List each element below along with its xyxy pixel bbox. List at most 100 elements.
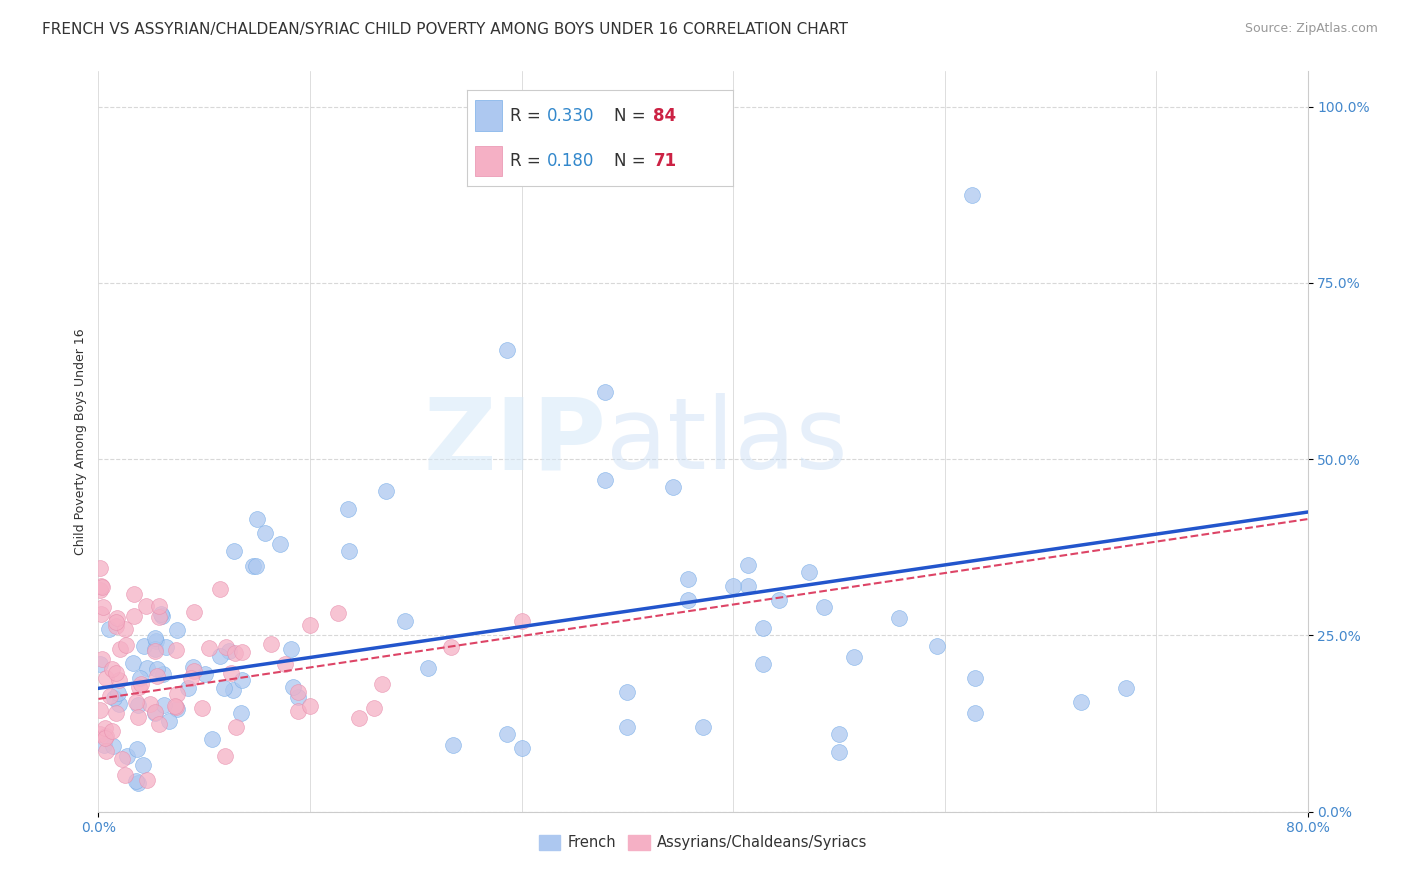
Point	[269, 537, 291, 551]
Point	[122, 608, 145, 623]
Point	[231, 673, 253, 688]
Point	[183, 605, 205, 619]
Point	[166, 687, 188, 701]
Point	[363, 701, 385, 715]
Point	[129, 671, 152, 685]
Point	[128, 680, 150, 694]
Point	[183, 664, 205, 678]
Point	[692, 720, 714, 734]
Point	[231, 645, 253, 659]
Point	[93, 738, 115, 752]
Point	[661, 480, 683, 494]
Point	[110, 752, 132, 766]
Point	[245, 559, 267, 574]
Point	[125, 773, 148, 788]
Point	[194, 667, 217, 681]
Point	[752, 621, 775, 635]
Point	[337, 544, 360, 558]
Point	[89, 561, 111, 575]
Point	[165, 699, 187, 714]
Point	[105, 611, 128, 625]
Point	[148, 717, 170, 731]
Text: FRENCH VS ASSYRIAN/CHALDEAN/SYRIAC CHILD POVERTY AMONG BOYS UNDER 16 CORRELATION: FRENCH VS ASSYRIAN/CHALDEAN/SYRIAC CHILD…	[42, 22, 848, 37]
Point	[103, 739, 125, 753]
Point	[495, 727, 517, 741]
Point	[105, 619, 128, 633]
Y-axis label: Child Poverty Among Boys Under 16: Child Poverty Among Boys Under 16	[75, 328, 87, 555]
Point	[127, 775, 149, 789]
Point	[299, 618, 322, 632]
Text: atlas: atlas	[606, 393, 848, 490]
Point	[177, 681, 200, 696]
Point	[593, 473, 616, 487]
Point	[813, 600, 835, 615]
Point	[166, 623, 188, 637]
Point	[209, 582, 232, 596]
Point	[114, 622, 136, 636]
Point	[260, 637, 283, 651]
Point	[416, 661, 439, 675]
Point	[89, 727, 111, 741]
Point	[283, 681, 305, 695]
Point	[593, 385, 616, 400]
Point	[146, 669, 169, 683]
Point	[440, 640, 463, 654]
Point	[828, 745, 851, 759]
Point	[224, 646, 246, 660]
Point	[616, 685, 638, 699]
Point	[90, 580, 112, 594]
Point	[93, 721, 115, 735]
Point	[723, 579, 745, 593]
Point	[394, 614, 416, 628]
Point	[125, 695, 148, 709]
Point	[844, 649, 866, 664]
Point	[676, 593, 699, 607]
Point	[104, 665, 127, 680]
Point	[965, 706, 987, 720]
Point	[676, 572, 699, 586]
Point	[965, 671, 987, 685]
Point	[287, 704, 309, 718]
Point	[927, 639, 949, 653]
Point	[737, 558, 759, 572]
Point	[114, 638, 136, 652]
Point	[101, 662, 124, 676]
Point	[145, 633, 167, 648]
Point	[752, 657, 775, 671]
Point	[828, 727, 851, 741]
Point	[374, 483, 396, 498]
Point	[148, 599, 170, 613]
Point	[165, 642, 187, 657]
Point	[280, 642, 302, 657]
Point	[150, 609, 173, 624]
Point	[370, 677, 392, 691]
Point	[136, 772, 159, 787]
Point	[231, 706, 253, 720]
Point	[115, 749, 138, 764]
Point	[287, 685, 309, 699]
Point	[104, 706, 127, 720]
Point	[201, 731, 224, 746]
Point	[139, 697, 162, 711]
Point	[148, 610, 170, 624]
Text: Source: ZipAtlas.com: Source: ZipAtlas.com	[1244, 22, 1378, 36]
Point	[91, 600, 114, 615]
Point	[1115, 681, 1137, 696]
Point	[215, 640, 238, 654]
Point	[336, 501, 359, 516]
Point	[510, 615, 533, 629]
Point	[146, 662, 169, 676]
Point	[122, 587, 145, 601]
Point	[94, 672, 117, 686]
Point	[127, 742, 149, 756]
Point	[98, 690, 121, 704]
Point	[183, 659, 205, 673]
Point	[91, 652, 114, 666]
Point	[326, 606, 349, 620]
Point	[163, 698, 186, 713]
Point	[166, 701, 188, 715]
Point	[889, 611, 911, 625]
Point	[222, 683, 245, 698]
Point	[287, 690, 309, 704]
Point	[495, 343, 517, 357]
